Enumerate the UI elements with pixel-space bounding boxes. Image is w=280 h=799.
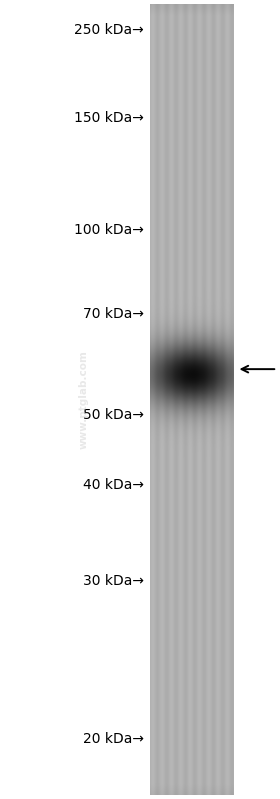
Text: 100 kDa→: 100 kDa→ <box>74 223 144 237</box>
Text: 30 kDa→: 30 kDa→ <box>83 574 144 588</box>
Text: 20 kDa→: 20 kDa→ <box>83 732 144 746</box>
Text: 50 kDa→: 50 kDa→ <box>83 408 144 423</box>
Text: 40 kDa→: 40 kDa→ <box>83 478 144 492</box>
Text: 250 kDa→: 250 kDa→ <box>74 23 144 38</box>
Text: www.ptglab.com: www.ptglab.com <box>79 350 89 449</box>
Text: 70 kDa→: 70 kDa→ <box>83 307 144 321</box>
Text: 150 kDa→: 150 kDa→ <box>74 111 144 125</box>
